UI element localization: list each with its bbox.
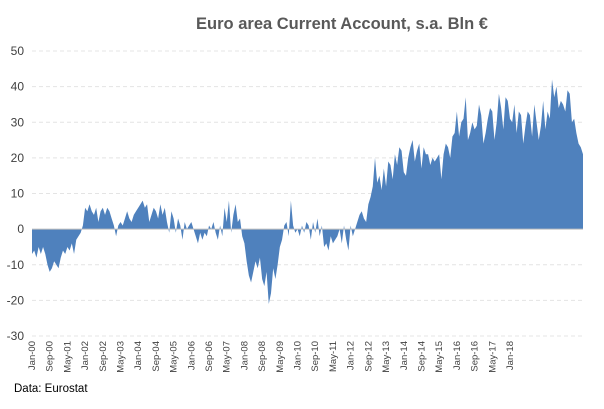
x-tick-label: Jan-02: [80, 341, 91, 370]
x-tick-label: May-17: [487, 341, 498, 373]
y-tick-label: 30: [11, 115, 25, 129]
x-axis-ticks: Jan-00 Sep-00 May-01 Jan-02 Sep-02 May-03 Jan-…: [27, 341, 516, 373]
x-tick-label: Jan-08: [239, 341, 250, 370]
x-tick-label: May-13: [381, 341, 392, 373]
x-tick-label: Sep-08: [257, 341, 268, 372]
x-tick-label: Jan-10: [293, 341, 304, 370]
x-tick-label: Jan-06: [186, 341, 197, 370]
y-tick-label: 10: [11, 187, 25, 201]
y-tick-label: 40: [11, 80, 25, 94]
y-tick-label: -30: [7, 329, 25, 343]
source-note: Data: Eurostat: [14, 383, 88, 395]
gridlines: [32, 50, 583, 337]
x-tick-label: Jan-00: [27, 341, 38, 370]
x-tick-label: Sep-00: [45, 341, 56, 372]
chart-title: Euro area Current Account, s.a. Bln €: [196, 15, 488, 33]
x-tick-label: Sep-16: [470, 341, 481, 372]
y-tick-label: -20: [7, 293, 25, 307]
x-tick-label: Sep-04: [151, 341, 162, 372]
y-tick-label: 0: [17, 222, 24, 236]
y-axis-ticks: -30 -20 -10 0 10 20 30 40 50: [7, 44, 25, 343]
x-tick-label: May-09: [275, 341, 286, 373]
x-tick-label: May-05: [169, 341, 180, 373]
x-tick-label: Jan-16: [452, 341, 463, 370]
x-tick-label: Jan-14: [399, 341, 410, 370]
x-tick-label: Sep-06: [204, 341, 215, 372]
x-tick-label: Jan-04: [133, 341, 144, 370]
x-tick-label: May-11: [328, 341, 339, 372]
x-tick-label: Sep-02: [98, 341, 109, 372]
x-tick-label: May-07: [222, 341, 233, 373]
x-tick-label: May-15: [434, 341, 445, 373]
y-tick-label: 20: [11, 151, 25, 165]
y-tick-label: -10: [7, 258, 25, 272]
x-tick-label: Sep-10: [310, 341, 321, 372]
x-tick-label: May-01: [62, 341, 73, 373]
x-tick-label: Sep-12: [363, 341, 374, 372]
x-tick-label: Jan-18: [505, 341, 516, 370]
x-tick-label: May-03: [116, 341, 127, 373]
current-account-area: [32, 79, 583, 304]
y-tick-label: 50: [11, 44, 25, 58]
x-tick-label: Jan-12: [346, 341, 357, 370]
x-tick-label: Sep-14: [417, 341, 428, 372]
